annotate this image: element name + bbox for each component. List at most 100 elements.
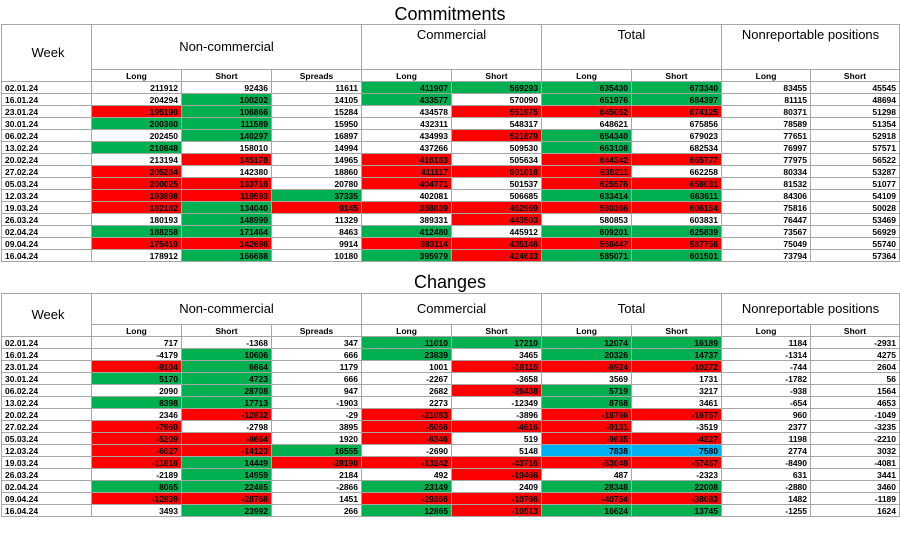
value-cell: -29366: [361, 492, 453, 505]
value-cell: 148999: [181, 213, 272, 226]
value-cell: 9145: [270, 201, 363, 214]
value-cell: 193998: [91, 189, 182, 202]
commercial-header: Commercial: [361, 24, 543, 70]
value-cell: -6924: [541, 360, 633, 373]
value-cell: 4653: [810, 396, 900, 409]
value-cell: 78589: [721, 117, 812, 130]
table-row: 27.02.24 205234 142380 18860 411117 501018 635…: [1, 165, 900, 178]
value-cell: 4275: [810, 348, 900, 361]
value-cell: -6027: [91, 444, 182, 457]
changes-title: Changes: [413, 272, 487, 292]
value-cell: 20326: [541, 348, 633, 361]
value-cell: 73794: [721, 249, 812, 262]
week-header: Week: [1, 24, 92, 82]
value-cell: 9914: [270, 237, 363, 250]
value-cell: 1920: [270, 432, 363, 445]
table-row: 02.01.24 717 -1368 347 11010 17210 12074 16189 1…: [1, 336, 900, 349]
value-cell: 635211: [541, 165, 633, 178]
value-cell: -9104: [91, 360, 182, 373]
week-cell: 09.04.24: [1, 492, 92, 505]
value-cell: 1482: [721, 492, 812, 505]
table-row: 05.03.24 200025 133716 20780 404771 501537 625…: [1, 177, 900, 190]
table-row: 20.02.24 2346 -12832 -29 -21083 -3896 -18766 -1…: [1, 408, 900, 421]
value-cell: -744: [721, 360, 812, 373]
value-cell: -8664: [181, 432, 272, 445]
nonreportable-header: Nonreportable positions: [721, 293, 900, 325]
value-cell: 8463: [270, 225, 363, 238]
value-cell: 3461: [631, 396, 723, 409]
noncommercial-header: Non-commercial: [90, 293, 363, 325]
value-cell: 22465: [181, 480, 272, 493]
week-cell: 27.02.24: [1, 420, 92, 433]
value-cell: 645052: [541, 105, 633, 118]
col-header-long: Long: [541, 69, 633, 82]
total-header: Total: [541, 293, 723, 325]
value-cell: -10513: [451, 504, 543, 517]
value-cell: 28348: [541, 480, 633, 493]
value-cell: 3460: [810, 480, 900, 493]
table-row: 02.01.24 211912 92436 11611 411907 569293 6354…: [1, 81, 900, 94]
value-cell: 119593: [181, 189, 272, 202]
value-cell: 347: [270, 336, 363, 349]
value-cell: 654340: [541, 129, 633, 142]
value-cell: -4179: [91, 348, 182, 361]
value-cell: 519: [451, 432, 543, 445]
value-cell: 8768: [541, 396, 633, 409]
value-cell: 133716: [181, 177, 272, 190]
value-cell: -13242: [361, 456, 453, 469]
nonreportable-header: Nonreportable positions: [721, 24, 900, 70]
col-header-short: Short: [810, 69, 900, 82]
changes-table: Week Non-commercial Commercial Total Non…: [1, 293, 900, 517]
col-header-long: Long: [361, 69, 453, 82]
col-header-long: Long: [91, 324, 182, 337]
value-cell: -3235: [810, 420, 900, 433]
value-cell: 57571: [810, 141, 900, 154]
week-cell: 16.04.24: [1, 249, 92, 262]
value-cell: 15284: [270, 105, 363, 118]
value-cell: -3896: [451, 408, 543, 421]
value-cell: 501537: [451, 177, 543, 190]
value-cell: 75049: [721, 237, 812, 250]
week-cell: 09.04.24: [1, 237, 92, 250]
value-cell: 14737: [631, 348, 723, 361]
table-row: 16.04.24 3493 23992 266 12865 -10513 16624 1374…: [1, 504, 900, 517]
value-cell: -28768: [181, 492, 272, 505]
value-cell: 12865: [361, 504, 453, 517]
table-row: 26.03.24 -2189 14959 2184 492 -19466 487 -2323 6…: [1, 468, 900, 481]
value-cell: -2210: [810, 432, 900, 445]
value-cell: 16189: [631, 336, 723, 349]
value-cell: 443503: [451, 213, 543, 226]
value-cell: 551975: [451, 105, 543, 118]
value-cell: 145178: [181, 153, 272, 166]
value-cell: 182182: [91, 201, 182, 214]
table-row: 06.02.24 202450 140297 16897 434993 521879 654…: [1, 129, 900, 142]
value-cell: 76447: [721, 213, 812, 226]
col-header-short: Short: [451, 69, 543, 82]
value-cell: -3658: [451, 372, 543, 385]
table-row: 19.03.24 182182 134040 9145 388839 462969 5803…: [1, 201, 900, 214]
value-cell: 7580: [631, 444, 723, 457]
table-row: 16.01.24 204294 100202 14105 433577 570090 651…: [1, 93, 900, 106]
value-cell: -1255: [721, 504, 812, 517]
value-cell: 1624: [810, 504, 900, 517]
value-cell: -18766: [541, 408, 633, 421]
value-cell: 548317: [451, 117, 543, 130]
table-row: 13.02.24 210848 158010 14994 437266 509530 663…: [1, 141, 900, 154]
value-cell: 76997: [721, 141, 812, 154]
value-cell: 51354: [810, 117, 900, 130]
value-cell: 1564: [810, 384, 900, 397]
value-cell: 28708: [181, 384, 272, 397]
value-cell: 580853: [541, 213, 633, 226]
value-cell: 266: [270, 504, 363, 517]
value-cell: 54109: [810, 189, 900, 202]
value-cell: 501018: [451, 165, 543, 178]
value-cell: 55740: [810, 237, 900, 250]
value-cell: -57457: [631, 456, 723, 469]
value-cell: -18115: [451, 360, 543, 373]
value-cell: 1179: [270, 360, 363, 373]
value-cell: -11816: [91, 456, 182, 469]
value-cell: -4081: [810, 456, 900, 469]
value-cell: -29: [270, 408, 363, 421]
value-cell: 77975: [721, 153, 812, 166]
week-cell: 16.01.24: [1, 93, 92, 106]
